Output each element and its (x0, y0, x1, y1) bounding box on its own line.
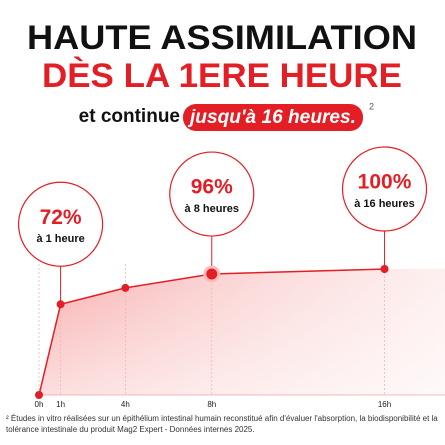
highlight-pill (183, 104, 363, 131)
x-tick-label: 8h (207, 400, 216, 409)
area-fade (39, 269, 445, 395)
value-label: 96% (191, 176, 233, 199)
x-tick-label: 0h (35, 400, 44, 409)
value-label: 100% (358, 171, 412, 194)
value-label: 72% (40, 206, 82, 229)
title: HAUTE ASSIMILATION (27, 19, 417, 57)
point (121, 283, 130, 292)
point (203, 265, 221, 283)
tagline-highlight: jusqu'à 16 heures. (187, 107, 356, 128)
point (380, 265, 389, 273)
x-tick-label: 16h (378, 400, 391, 409)
point-note: à 16 heures (354, 198, 415, 210)
subtitle: DÈS LA 1ERE HEURE (42, 57, 402, 95)
point-note: à 1 heure (36, 233, 84, 245)
callout (341, 146, 428, 232)
x-tick-label: 1h (56, 400, 65, 409)
point (35, 391, 43, 399)
tagline-note: 2 (369, 101, 374, 111)
point (56, 300, 65, 309)
callout (17, 181, 104, 267)
point-note: à 8 heures (185, 203, 239, 215)
tagline: et continue (79, 106, 180, 127)
footnote: ² Études in vitro réalisées sur un épith… (6, 414, 438, 434)
callout (169, 151, 255, 237)
x-tick-label: 4h (121, 400, 130, 409)
